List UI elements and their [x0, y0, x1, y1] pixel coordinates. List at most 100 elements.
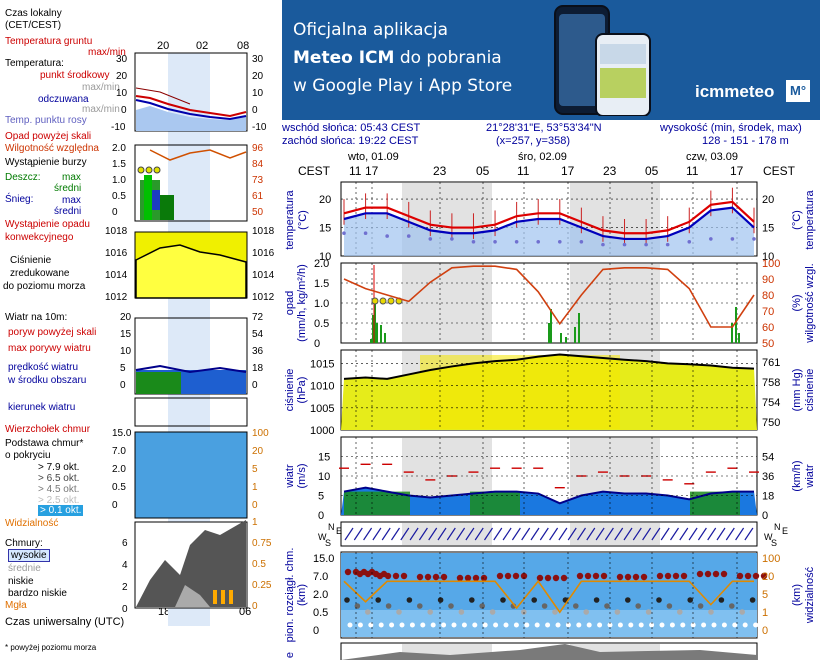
wind-arrow — [549, 527, 559, 541]
cloud-base-dot-light — [721, 622, 727, 628]
humidity-tick-right: 60 — [762, 322, 774, 334]
legend-temp-feels-line — [135, 99, 247, 121]
timezone-label-left: CEST — [298, 164, 331, 178]
legend-cloud-top: Wierzchołek chmur — [5, 424, 91, 435]
compass-letter-left: S — [325, 538, 331, 548]
cloud-base-dot — [365, 609, 371, 615]
cloud-top-dot — [392, 572, 400, 580]
legend-tick: 72 — [252, 312, 264, 323]
rain-bar — [376, 323, 378, 343]
cloud-top-dot — [720, 570, 728, 578]
cloud-base-dot — [500, 597, 506, 603]
icm-logo-text: icmmeteo — [695, 82, 775, 101]
temp-feels-area — [344, 207, 754, 256]
rain-bar — [370, 339, 372, 343]
rain-bar — [550, 309, 552, 343]
cloud-top-dot — [640, 573, 648, 581]
legend-tick: 1018 — [252, 226, 275, 237]
app-promo-banner[interactable]: Oficjalna aplikacja Meteo ICM do pobrani… — [282, 0, 820, 120]
wind-arrow — [577, 527, 586, 541]
cloud-base-dot — [417, 603, 423, 609]
cloud-top-dot — [552, 574, 560, 582]
legend-feels-like: odczuwana — [38, 94, 89, 105]
cloud-base-dot-light — [430, 622, 436, 628]
cloud-top-dot — [744, 572, 752, 580]
wind-tick-right: 36 — [762, 471, 774, 483]
visibility-tick-right: 0 — [762, 625, 768, 637]
legend-hour-2: 02 — [196, 40, 209, 52]
legend-okt-79: > 7.9 okt. — [38, 462, 80, 473]
axis-title: ciśnienie — [804, 368, 816, 412]
cloud-base-dot — [583, 609, 589, 615]
wind-arrow — [567, 527, 577, 541]
legend-tick: 1.5 — [112, 159, 126, 170]
cloud-base-dot-light — [638, 622, 644, 628]
cloud-base-dot-light — [461, 622, 467, 628]
legend-tick: 6 — [122, 538, 128, 549]
compass-letter-right: S — [771, 538, 777, 548]
temp-tick-left: 20 — [319, 194, 331, 206]
cloud-base-dot-light — [378, 622, 384, 628]
cloud-base-dot-light — [368, 622, 374, 628]
cloud-top-dot — [504, 572, 512, 580]
cloud-top-dot — [712, 570, 720, 578]
cloud-base-dot — [697, 603, 704, 609]
hour-label: 17 — [365, 164, 379, 178]
legend-tick: 0 — [112, 207, 118, 218]
legend-low: niskie — [8, 576, 34, 587]
cloud-base-dot-light — [659, 622, 665, 628]
cloud-base-dot-light — [680, 622, 686, 628]
legend-tick: 30 — [252, 54, 264, 65]
cloud-base-dot-light — [576, 622, 582, 628]
legend-pressure-3: do poziomu morza — [3, 281, 86, 292]
legend-temperature: Temperatura: — [5, 58, 64, 69]
cloud-base-dot — [437, 597, 444, 603]
precip-tick-left: 2.0 — [314, 258, 329, 270]
axis-title: (%) — [791, 294, 803, 312]
wind-arrow — [344, 527, 354, 541]
wind-arrow — [391, 527, 400, 541]
legend-dew-point: Temp. punktu rosy — [5, 115, 87, 126]
wind-arrow — [679, 527, 689, 541]
hour-label: 17 — [730, 164, 744, 178]
legend-tick: 0 — [122, 604, 128, 615]
legend-tick: 1014 — [105, 270, 128, 281]
legend-tick: -10 — [111, 122, 126, 133]
wind-arrow — [586, 527, 596, 541]
wind-green-band — [344, 491, 410, 515]
axis-title: (km) — [791, 584, 803, 606]
legend-max-min-2: max/min — [82, 104, 120, 115]
humidity-tick-right: 50 — [762, 338, 774, 350]
wind-arrow — [502, 527, 512, 541]
wind-arrow — [642, 527, 652, 541]
cloud-top-dot — [680, 572, 688, 580]
icm-logo-badge: M° — [786, 80, 810, 102]
wind-tick-left: 0 — [318, 510, 324, 522]
cloud-base-dot — [479, 603, 486, 609]
precip-tick-left: 1.5 — [314, 278, 329, 290]
legend-tick: 20 — [120, 312, 132, 323]
cloud-base-dot-light — [482, 622, 488, 628]
legend-mid-point: punkt środkowy — [40, 70, 110, 81]
cloud-base-dot-light — [628, 622, 634, 628]
cloud-top-dot — [512, 572, 520, 580]
rain-bar — [380, 325, 382, 343]
legend-tick: 2.0 — [112, 143, 126, 154]
legend-visibility: Widzialność — [5, 518, 59, 529]
legend-utc-hour-1: 18 — [158, 606, 171, 618]
cloud-base-dot — [614, 609, 621, 615]
night-band — [570, 523, 660, 545]
cloud-base-dot — [656, 597, 662, 603]
cloud-base-dot-light — [399, 622, 405, 628]
compass-letter-left: N — [328, 522, 335, 532]
legend-okt-45: > 4.5 okt. — [38, 484, 80, 495]
cloud-top-dot — [400, 572, 408, 580]
cloud-base-tick-left: 0 — [313, 625, 319, 637]
wind-arrow — [409, 527, 419, 541]
cloud-top-dot — [364, 570, 372, 578]
hour-label: 23 — [433, 164, 447, 178]
legend-tick: 20 — [252, 71, 264, 82]
legend-tick: 61 — [252, 191, 264, 202]
wind-arrow — [623, 527, 633, 541]
legend-rain-max: max — [62, 172, 81, 183]
